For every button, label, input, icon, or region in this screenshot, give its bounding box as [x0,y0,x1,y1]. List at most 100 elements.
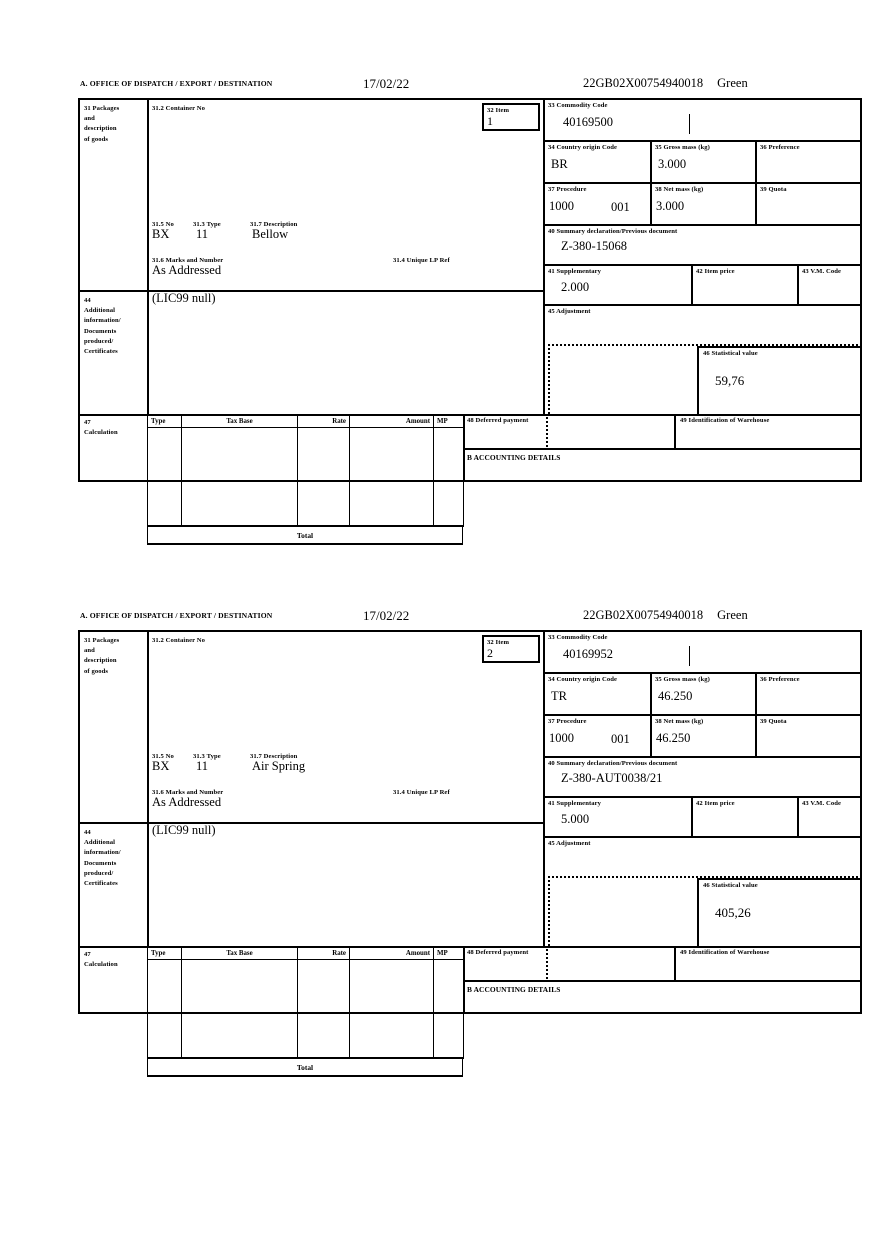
box41-supplementary: 41 Supplementary 5.000 [545,798,693,838]
box46-value: 405,26 [715,905,751,920]
box49-label: 49 Identification of Warehouse [680,417,770,424]
table-header-row: Type Tax Base Rate Amount MP [147,946,464,960]
box33-commodity-code: 33 Commodity Code 40169952 [545,632,862,674]
box33-commodity-code: 33 Commodity Code 40169500 [545,100,862,142]
box45-adjustment: 45 Adjustment [545,838,862,876]
box46-dotted-region [548,876,862,946]
box40-summary-declaration: 40 Summary declaration/Previous document… [545,758,862,798]
box33-label: 33 Commodity Code [548,102,608,109]
box31-5-no-value: BX [152,227,170,241]
boxB-label: B ACCOUNTING DETAILS [467,985,561,994]
box47-calculation-table: Type Tax Base Rate Amount MP [147,414,464,527]
form-header: A. OFFICE OF DISPATCH / EXPORT / DESTINA… [78,608,862,632]
box43-vm-code: 43 V.M. Code [799,266,862,306]
table-row [147,427,464,527]
right-column-boxes: 33 Commodity Code 40169500 34 Country or… [543,100,862,414]
column-header-type: Type [147,946,182,960]
box35-gross-mass: 35 Gross mass (kg) 46.250 [652,674,757,716]
route-status: Green [717,76,748,90]
box38-value: 3.000 [656,199,685,213]
declaration-form-item-2: A. OFFICE OF DISPATCH / EXPORT / DESTINA… [78,608,862,1077]
box47-total-row: Total [147,1059,463,1077]
box47-stub-label: 47 Calculation [84,951,118,969]
box35-value: 46.250 [658,689,693,703]
box34-country-origin-code: 34 Country origin Code TR [545,674,652,716]
box45-label: 45 Adjustment [548,840,591,847]
declaration-date: 17/02/22 [363,608,410,623]
box45-adjustment: 45 Adjustment [545,306,862,344]
box40-label: 40 Summary declaration/Previous document [548,228,678,235]
rule-above-box47 [80,946,860,948]
box44-stub-label: 44 Additional information/ Documents pro… [84,829,121,888]
box41-supplementary: 41 Supplementary 2.000 [545,266,693,306]
column-header-mp: MP [433,946,464,960]
cell-rate [297,959,350,1059]
box40-value: Z-380-15068 [561,239,627,253]
box31-4-unique-lp-ref-label: 31.4 Unique LP Ref [393,257,450,264]
cell-amount [349,959,434,1059]
column-header-tax-base: Tax Base [181,414,298,428]
box42-label: 42 Item price [696,268,735,275]
mrn-number: 22GB02X00754940018 [583,608,704,622]
box32-label: 32 Item [487,639,510,646]
box48-deferred-payment: 48 Deferred payment [463,946,676,982]
box46-dotted-tail [546,946,548,982]
box32-value: 1 [487,114,493,128]
rule-above-box44 [80,290,543,292]
box31-5-no-value: BX [152,759,170,773]
box34-label: 34 Country origin Code [548,144,618,151]
stub-divider [147,100,149,414]
column-header-mp: MP [433,414,464,428]
box47-calculation-table: Type Tax Base Rate Amount MP [147,946,464,1059]
table-header-row: Type Tax Base Rate Amount MP [147,414,464,428]
boxB-accounting-details: B ACCOUNTING DETAILS [463,982,860,1014]
box39-label: 39 Quota [760,186,787,193]
box42-label: 42 Item price [696,800,735,807]
box31-3-type-label: 31.3 Type [193,753,221,760]
cell-tax-base [181,959,298,1059]
box43-vm-code: 43 V.M. Code [799,798,862,838]
box31-2-container-no-label: 31.2 Container No [152,637,206,644]
box48-label: 48 Deferred payment [467,417,529,424]
box45-label: 45 Adjustment [548,308,591,315]
box46-statistical-value: 46 Statistical value 59,76 [697,346,862,414]
box41-label: 41 Supplementary [548,800,602,807]
box31-2-container-no-label: 31.2 Container No [152,105,206,112]
box49-identification-of-warehouse: 49 Identification of Warehouse [676,946,860,982]
box44-value: (LIC99 null) [152,823,216,837]
box35-label: 35 Gross mass (kg) [655,676,710,683]
box37-label: 37 Procedure [548,718,587,725]
table-row [147,959,464,1059]
box36-label: 36 Preference [760,676,800,683]
box33-divider-tick [689,646,690,666]
box36-preference: 36 Preference [757,674,862,716]
declaration-date: 17/02/22 [363,76,410,91]
box37-label: 37 Procedure [548,186,587,193]
cell-type [147,959,182,1059]
rule-above-box47 [80,414,860,416]
box42-item-price: 42 Item price [693,798,799,838]
box47-stub-label: 47 Calculation [84,419,118,437]
cell-mp [433,959,464,1059]
box41-value: 2.000 [561,280,590,294]
box37-value-secondary: 001 [611,732,630,746]
box44-stub-label: 44 Additional information/ Documents pro… [84,297,121,356]
box43-label: 43 V.M. Code [802,800,842,807]
box31-6-marks-label: 31.6 Marks and Number [152,789,224,796]
box46-label: 46 Statistical value [703,882,758,889]
office-of-dispatch-label: A. OFFICE OF DISPATCH / EXPORT / DESTINA… [80,79,273,88]
box33-divider-tick [689,114,690,134]
mrn-number: 22GB02X00754940018 [583,76,704,90]
box31-6-marks-value: As Addressed [152,263,222,277]
column-header-type: Type [147,414,182,428]
box31-3-type-label: 31.3 Type [193,221,221,228]
box34-value: TR [551,689,567,703]
box37-procedure: 37 Procedure 1000 001 [545,184,652,226]
box38-label: 38 Net mass (kg) [655,718,704,725]
box31-5-no-label: 31.5 No [152,753,174,760]
cell-tax-base [181,427,298,527]
box46-dotted-tail [546,414,548,450]
box38-value: 46.250 [656,731,691,745]
box34-value: BR [551,157,568,171]
